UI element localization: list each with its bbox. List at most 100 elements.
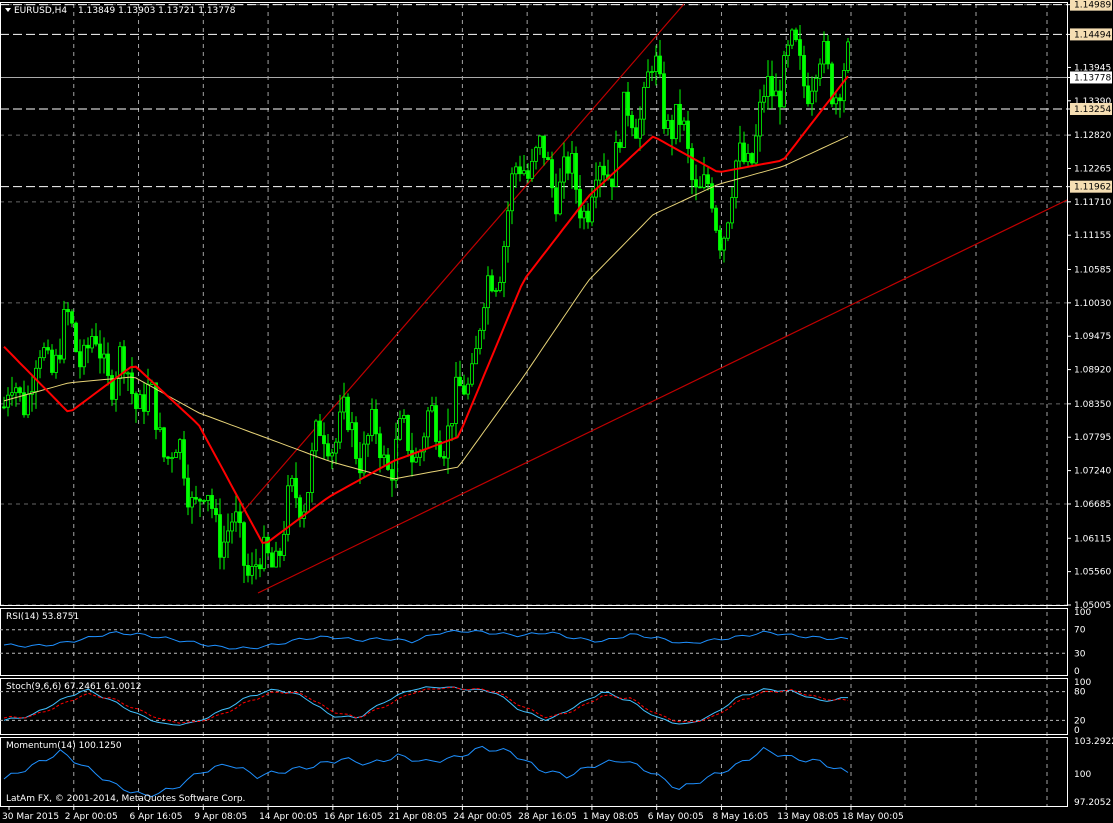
candle-body <box>286 485 290 535</box>
candle-body <box>782 55 786 108</box>
indicator-tick-label: 100 <box>1074 608 1091 618</box>
candle-body <box>834 97 838 105</box>
candle-body <box>470 363 474 385</box>
candle-body <box>534 147 538 162</box>
candle-body <box>502 246 506 283</box>
trendline[interactable] <box>257 199 1068 594</box>
candle-body <box>794 29 798 41</box>
candle-body <box>326 443 330 457</box>
candle-body <box>346 396 350 431</box>
indicator-tick-label: 0 <box>1074 726 1080 736</box>
horizontal-levels <box>0 4 1067 188</box>
candle-body <box>362 443 366 474</box>
candle-body <box>366 435 370 445</box>
candle-body <box>350 422 354 431</box>
price-tick-label: 1.10030 <box>1074 299 1111 309</box>
candle-body <box>50 349 54 373</box>
candle-body <box>522 170 526 175</box>
candle-body <box>806 85 810 105</box>
time-tick-label: 13 May 08:05 <box>777 812 839 822</box>
candle-body <box>46 347 50 351</box>
candle-body <box>54 354 58 373</box>
candle-body <box>10 392 14 396</box>
candle-body <box>598 165 602 181</box>
candle-body <box>178 439 182 453</box>
candle-body <box>334 441 338 454</box>
candle-body <box>462 385 466 395</box>
candle-body <box>270 552 274 568</box>
price-label-box <box>1070 180 1112 193</box>
stoch-signal-line <box>3 686 849 724</box>
candle-body <box>746 153 750 163</box>
candle-body <box>730 197 734 224</box>
time-tick-label: 9 Apr 08:05 <box>194 812 247 822</box>
candle-body <box>450 423 454 427</box>
candle-body <box>498 282 502 291</box>
candle-body <box>506 210 510 247</box>
candle-body <box>590 196 594 223</box>
candle-body <box>66 309 70 313</box>
indicator-label: Stoch(9,6,6) 67.2461 61.0012 <box>6 682 141 692</box>
time-tick-label: 24 Apr 00:05 <box>453 812 512 822</box>
candle-body <box>58 354 62 360</box>
candle-body <box>846 41 850 71</box>
candle-body <box>442 456 446 459</box>
candle-body <box>246 565 250 576</box>
candle-body <box>330 452 334 457</box>
candle-body <box>282 533 286 556</box>
price-tick-label: 1.12265 <box>1074 164 1111 174</box>
candle-body <box>454 376 458 424</box>
indicator-tick-label: 30 <box>1074 649 1086 659</box>
candle-body <box>298 497 302 519</box>
candle-body <box>210 495 214 509</box>
candle-body <box>602 165 606 176</box>
candle-body <box>682 120 686 125</box>
candle-body <box>338 411 342 443</box>
time-tick-label: 6 Apr 16:05 <box>130 812 183 822</box>
candle-body <box>158 427 162 430</box>
indicator-pane-frame <box>0 678 1068 735</box>
candle-body <box>418 451 422 458</box>
price-tick-label: 1.05560 <box>1074 568 1111 578</box>
candle-body <box>742 142 746 163</box>
price-tick-label: 1.07795 <box>1074 433 1111 443</box>
candle-body <box>390 469 394 481</box>
candle-body <box>414 456 418 463</box>
dropdown-triangle-icon[interactable] <box>5 8 11 12</box>
candle-body <box>226 530 230 543</box>
candle-body <box>426 410 430 438</box>
candle-body <box>726 222 730 239</box>
candle-body <box>186 477 190 508</box>
time-tick-label: 28 Apr 16:05 <box>518 812 577 822</box>
candle-body <box>466 383 470 395</box>
time-tick-label: 16 Apr 16:05 <box>324 812 383 822</box>
candle-body <box>406 414 410 451</box>
indicator-tick-label: 20 <box>1074 716 1086 726</box>
candle-body <box>562 156 566 183</box>
candle-body <box>802 55 806 87</box>
candle-body <box>134 393 138 409</box>
indicator-tick-label: 103.2922 <box>1074 737 1113 747</box>
candle-body <box>254 564 258 567</box>
candle-body <box>102 353 106 359</box>
indicator-tick-label: 80 <box>1074 688 1086 698</box>
momentum-line <box>3 745 849 798</box>
time-tick-label: 6 May 00:05 <box>648 812 704 822</box>
candle-body <box>166 456 170 459</box>
price-tick-label: 1.06685 <box>1074 500 1111 510</box>
candle-body <box>530 160 534 179</box>
candle-body <box>42 347 46 359</box>
candle-body <box>322 435 326 445</box>
candle-body <box>430 405 434 412</box>
candle-body <box>626 91 630 116</box>
candle-body <box>74 322 78 353</box>
candle-body <box>550 159 554 189</box>
candle-body <box>558 181 562 215</box>
trendline[interactable] <box>239 3 685 516</box>
candle-body <box>410 450 414 463</box>
candle-body <box>538 135 542 149</box>
candle-body <box>658 55 662 75</box>
candle-body <box>122 346 126 374</box>
